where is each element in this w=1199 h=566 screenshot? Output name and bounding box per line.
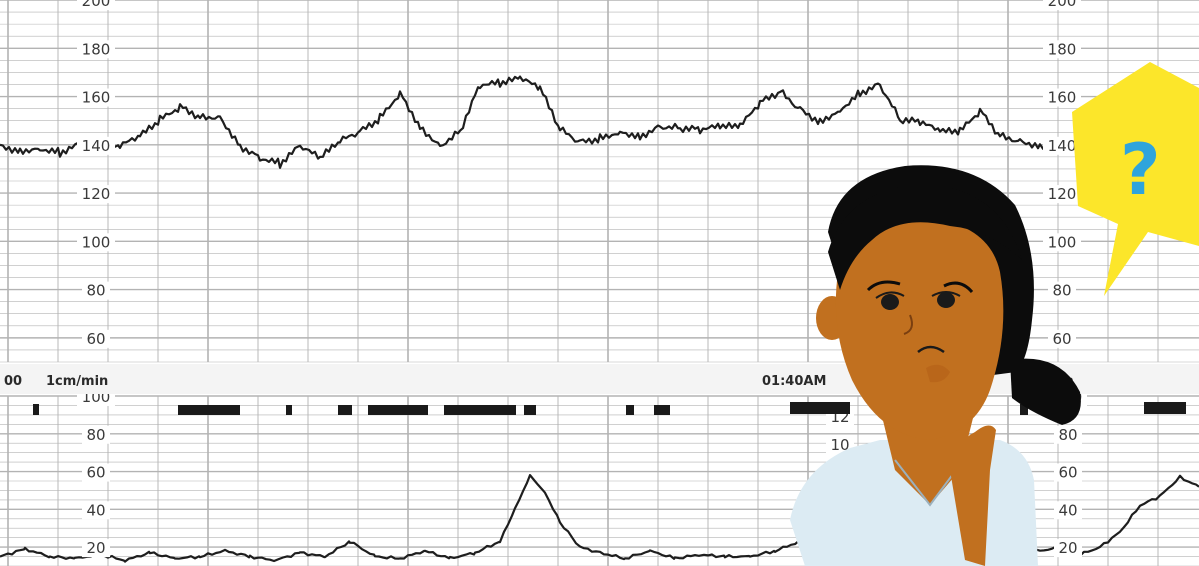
uc-tick-right: 40 (1058, 501, 1077, 519)
uc-tick-mid: 10 (830, 436, 849, 454)
tick-label-bg (1043, 136, 1081, 155)
tick-label-bg (77, 233, 115, 252)
tick-label-bg (77, 136, 115, 155)
fhr-tick-left: 180 (82, 40, 111, 58)
speech-bubble: ? (1072, 62, 1199, 296)
tick-label-bg (1048, 329, 1076, 348)
tick-label-bg (82, 425, 110, 444)
uc-tick-left: 60 (86, 464, 105, 482)
paper-speed-prefix: 00 (4, 374, 22, 389)
uc-tick-right: 20 (1058, 539, 1077, 557)
fetal-heart-rate-trace (0, 75, 1081, 169)
tick-label-bg (82, 463, 110, 482)
fhr-tick-right: 80 (1052, 282, 1071, 300)
tick-label-bg (77, 185, 115, 204)
uc-tick-right: 80 (1058, 426, 1077, 444)
tick-label-bg (77, 88, 115, 107)
tick-label-bg (1043, 0, 1081, 10)
fhr-tick-right: 180 (1048, 40, 1077, 58)
tick-label-bg (1054, 463, 1082, 482)
tick-label-bg (1043, 233, 1081, 252)
tick-label-bg (1048, 281, 1076, 300)
fhr-tick-right: 60 (1052, 330, 1071, 348)
tick-label-bg (82, 281, 110, 300)
tick-label-bg (1043, 185, 1081, 204)
paper-info-strip: 00 1cm/min 01:40AM in (0, 364, 1199, 394)
fhr-tick-left: 140 (82, 137, 111, 155)
fhr-tick-left: 100 (82, 233, 111, 251)
uc-tick-left: 20 (86, 539, 105, 557)
uc-tick-right: 60 (1058, 464, 1077, 482)
strip-timestamp: 01:40AM (762, 374, 826, 389)
fhr-tick-left: 120 (82, 185, 111, 203)
fhr-tick-right: 140 (1048, 137, 1077, 155)
fhr-tick-left: 160 (82, 89, 111, 107)
fhr-tick-left: 60 (86, 330, 105, 348)
tick-label-bg (82, 501, 110, 520)
fhr-tick-right: 100 (1048, 233, 1077, 251)
tick-label-bg (82, 539, 110, 558)
fhr-tick-right: 160 (1048, 89, 1077, 107)
tick-label-bg (1054, 501, 1082, 520)
tick-label-bg (1043, 40, 1081, 59)
fhr-tick-left: 80 (86, 282, 105, 300)
tick-label-bg (82, 329, 110, 348)
y-tick-labels: 2001801601401201008060200180160140120100… (77, 0, 1087, 558)
tick-label-bg (77, 0, 115, 10)
uc-tick-left: 40 (86, 501, 105, 519)
uc-tick-left: 80 (86, 426, 105, 444)
tick-label-bg (1043, 88, 1081, 107)
tick-label-bg (1054, 539, 1082, 558)
event-markers (33, 402, 1186, 415)
fhr-tick-right: 120 (1048, 185, 1077, 203)
question-mark: ? (1120, 129, 1161, 211)
fhr-tick-right: 200 (1048, 0, 1077, 10)
worried-woman-illustration (790, 165, 1081, 566)
paper-speed-label: 1cm/min (46, 374, 108, 389)
tick-label-bg (77, 40, 115, 59)
tick-label-bg (1054, 425, 1082, 444)
fhr-tick-left: 200 (82, 0, 111, 10)
